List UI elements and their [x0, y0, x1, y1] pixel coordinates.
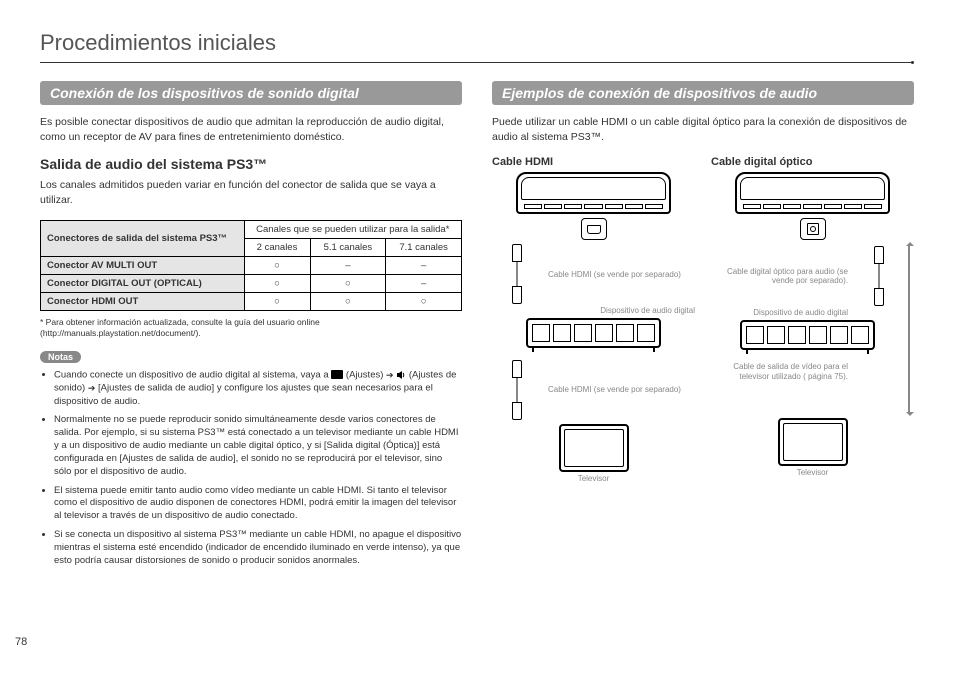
section-bar-right: Ejemplos de conexión de dispositivos de …: [492, 81, 914, 105]
row1-c1: ○: [310, 274, 386, 292]
ps3-console-icon: [516, 172, 671, 214]
speaker-icon: [396, 370, 406, 380]
ps3-console-icon: [735, 172, 890, 214]
diagram-optical-title: Cable digital óptico: [711, 156, 914, 168]
optical-plug-icon: [874, 246, 884, 264]
note-0-d: [Ajustes de salida de audio] y configure…: [54, 383, 433, 407]
right-column: Ejemplos de conexión de dispositivos de …: [492, 81, 914, 573]
optical-cable1-label: Cable digital óptico para audio (se vend…: [711, 267, 848, 286]
hdmi-plug-icon: [512, 244, 522, 262]
video-out-arrow-icon: [908, 244, 910, 414]
row0-c0: ○: [244, 256, 310, 274]
note-0-a: Cuando conecte un dispositivo de audio d…: [54, 369, 331, 380]
subtext: Los canales admitidos pueden variar en f…: [40, 178, 462, 207]
note-0: Cuando conecte un dispositivo de audio d…: [54, 369, 462, 409]
row0-c2: –: [386, 256, 462, 274]
table-footnote: * Para obtener información actualizada, …: [40, 317, 462, 339]
tv-label-1: Televisor: [492, 474, 695, 483]
hdmi-plug-icon: [512, 286, 522, 304]
row1-c0: ○: [244, 274, 310, 292]
hdmi-cable1-label: Cable HDMI (se vende por separado): [548, 270, 695, 280]
audio-device-label-2: Dispositivo de audio digital: [711, 308, 848, 318]
intro-right: Puede utilizar un cable HDMI o un cable …: [492, 115, 914, 144]
video-cable-label: Cable de salida de vídeo para el televis…: [711, 362, 848, 381]
tv-icon: [778, 418, 848, 466]
note-0-b: (Ajustes): [343, 369, 386, 380]
audio-device-icon: [526, 318, 661, 348]
tv-icon: [559, 424, 629, 472]
arrow-icon: ➔: [386, 369, 394, 381]
note-1: Normalmente no se puede reproducir sonid…: [54, 414, 462, 478]
notas-badge: Notas: [40, 351, 81, 363]
diagram-hdmi-title: Cable HDMI: [492, 156, 695, 168]
tv-label-2: Televisor: [711, 468, 914, 477]
channel-table: Conectores de salida del sistema PS3™ Ca…: [40, 220, 462, 311]
row2-c2: ○: [386, 292, 462, 310]
optical-plug-icon: [874, 288, 884, 306]
audio-device-label-1: Dispositivo de audio digital: [548, 306, 695, 316]
row0-name: Conector AV MULTI OUT: [41, 256, 245, 274]
row1-name: Conector DIGITAL OUT (OPTICAL): [41, 274, 245, 292]
row2-name: Conector HDMI OUT: [41, 292, 245, 310]
th-connectors: Conectores de salida del sistema PS3™: [41, 220, 245, 256]
hdmi-plug-icon: [512, 360, 522, 378]
left-column: Conexión de los dispositivos de sonido d…: [40, 81, 462, 573]
row0-c1: –: [310, 256, 386, 274]
diagram-hdmi: Cable HDMI Cable HDMI (se vende por sepa…: [492, 156, 695, 483]
section-bar-left: Conexión de los dispositivos de sonido d…: [40, 81, 462, 105]
col-71ch: 7.1 canales: [386, 238, 462, 256]
note-2: El sistema puede emitir tanto audio como…: [54, 485, 462, 523]
diagram-optical: Cable digital óptico Cable digital óptic…: [711, 156, 914, 483]
optical-port-icon: [800, 218, 826, 240]
row2-c0: ○: [244, 292, 310, 310]
row1-c2: –: [386, 274, 462, 292]
col-51ch: 5.1 canales: [310, 238, 386, 256]
hdmi-port-icon: [581, 218, 607, 240]
note-3: Si se conecta un dispositivo al sistema …: [54, 529, 462, 567]
toolbox-icon: [331, 370, 343, 379]
page-title: Procedimientos iniciales: [40, 30, 914, 63]
notes-list: Cuando conecte un dispositivo de audio d…: [40, 369, 462, 568]
intro-left: Es posible conectar dispositivos de audi…: [40, 115, 462, 144]
audio-device-icon: [740, 320, 875, 350]
page-number: 78: [15, 636, 27, 648]
hdmi-plug-icon: [512, 402, 522, 420]
subhead-ps3-audio: Salida de audio del sistema PS3™: [40, 156, 462, 172]
th-channels-group: Canales que se pueden utilizar para la s…: [244, 220, 461, 238]
hdmi-cable2-label: Cable HDMI (se vende por separado): [548, 385, 695, 395]
col-2ch: 2 canales: [244, 238, 310, 256]
row2-c1: ○: [310, 292, 386, 310]
